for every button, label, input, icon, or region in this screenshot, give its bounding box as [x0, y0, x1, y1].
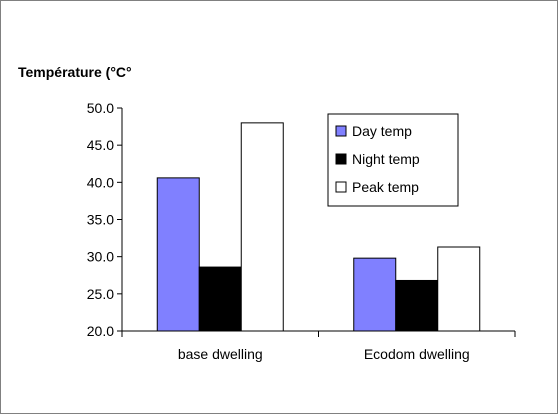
legend-entry: Peak temp — [352, 179, 419, 195]
y-tick-label: 30.0 — [87, 249, 114, 265]
legend-entry: Day temp — [352, 123, 412, 139]
y-axis-label: Température (°C° — [18, 64, 132, 80]
bar-night-temp — [395, 279, 439, 332]
bar-night-temp — [198, 266, 242, 332]
legend-entry: Night temp — [352, 151, 420, 167]
x-tick-label: base dwelling — [178, 346, 263, 362]
legend-swatch — [335, 181, 347, 193]
legend-swatch — [335, 153, 347, 165]
bar-peak-temp — [240, 122, 284, 332]
y-tick-label: 35.0 — [87, 212, 114, 228]
bar-day-temp — [156, 177, 200, 332]
y-tick-label: 20.0 — [87, 323, 114, 339]
x-tick-label: Ecodom dwelling — [364, 346, 470, 362]
bar-day-temp — [353, 257, 397, 332]
y-tick-label: 50.0 — [87, 100, 114, 116]
y-tick-label: 40.0 — [87, 174, 114, 190]
legend-swatch — [335, 125, 347, 137]
y-tick-label: 45.0 — [87, 137, 114, 153]
y-tick-label: 25.0 — [87, 286, 114, 302]
bar-peak-temp — [437, 246, 481, 332]
legend-box — [327, 113, 459, 207]
